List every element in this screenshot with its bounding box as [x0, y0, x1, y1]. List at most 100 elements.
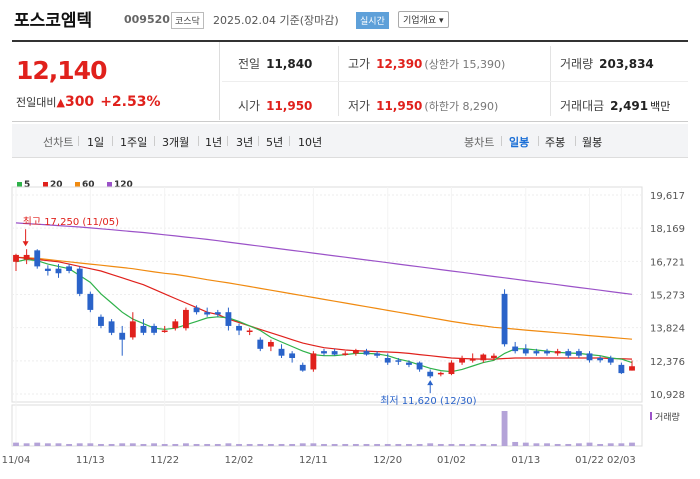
volume-bar: [299, 443, 306, 446]
candle-chart-label: 봉차트: [464, 136, 495, 149]
candle-body: [55, 268, 62, 274]
max-arrow-head: [22, 241, 29, 247]
candle-body: [501, 293, 508, 345]
volume-bar: [246, 443, 253, 446]
stat-value: 11,840: [266, 57, 313, 71]
volume-bar: [469, 443, 476, 446]
candle-body: [406, 362, 412, 365]
candle-body: [236, 325, 242, 331]
volume-bar: [607, 443, 614, 446]
volume-bar: [225, 443, 232, 446]
volume-bar: [129, 443, 136, 446]
stat-unit: 백만: [650, 100, 671, 113]
volume-bar: [491, 443, 497, 446]
divider: [501, 136, 502, 146]
ma20-line: [15, 256, 633, 360]
candle-body: [172, 321, 179, 329]
candle-body: [246, 330, 253, 333]
tab-3month[interactable]: 3개월: [162, 136, 190, 149]
y-tick-label: 19,617: [650, 191, 685, 202]
price-summary: 12,140 전일대비▲300 +2.53%: [12, 42, 220, 120]
candle-body: [363, 351, 370, 355]
tab-1day[interactable]: 1일: [87, 136, 105, 149]
candle-body: [533, 351, 540, 354]
volume-bar: [437, 443, 444, 446]
stat-value: 11,950: [266, 99, 313, 113]
divider: [227, 136, 228, 146]
x-tick-label: 12/20: [373, 455, 402, 466]
volume-bar: [214, 443, 221, 446]
legend-ma120[interactable]: 120: [107, 180, 133, 190]
candle-body: [23, 254, 30, 260]
tab-1week[interactable]: 1주일: [120, 136, 148, 149]
stat-volume: 거래량 203,834: [560, 55, 654, 72]
legend-ma60[interactable]: 60: [75, 180, 95, 190]
divider: [289, 136, 290, 146]
candle-body: [289, 353, 296, 358]
stock-header: 포스코엠텍 009520 코스닥 2025.02.04 기준(장마감) 실시간 …: [0, 0, 700, 38]
candle-body: [629, 366, 635, 371]
candle-body: [193, 307, 200, 313]
candle-body: [257, 339, 264, 349]
y-tick-label: 15,273: [650, 291, 685, 302]
volume-bar: [34, 442, 41, 446]
candle-body: [183, 309, 189, 329]
y-tick-label: 13,824: [650, 324, 685, 335]
corp-info-dropdown[interactable]: 기업개요 ▾: [398, 11, 449, 28]
volume-bar: [363, 443, 370, 446]
x-tick-label: 01/02: [437, 455, 466, 466]
candle-body: [374, 353, 381, 356]
tab-1year[interactable]: 1년: [205, 136, 223, 149]
volume-bar: [87, 443, 94, 446]
candle-body: [204, 312, 211, 315]
candle-body: [267, 341, 274, 347]
volume-bar: [342, 443, 349, 446]
divider: [575, 136, 576, 146]
legend-swatch: [17, 182, 22, 187]
candle-body: [161, 330, 168, 333]
candle-body: [618, 364, 625, 374]
legend-ma20[interactable]: 20: [43, 180, 63, 190]
line-chart-label: 선차트: [43, 136, 74, 149]
legend-ma5[interactable]: 5: [17, 180, 30, 190]
volume-bar: [98, 443, 104, 446]
volume-bar: [278, 443, 285, 446]
tab-10year[interactable]: 10년: [298, 136, 323, 149]
candle-body: [512, 346, 519, 352]
x-tick-label: 01/22: [575, 455, 604, 466]
candle-body: [87, 293, 94, 310]
ma60-line: [15, 256, 633, 340]
volume-bar: [406, 443, 412, 446]
volume-bar: [13, 442, 19, 446]
legend-label: 20: [50, 180, 63, 190]
candle-body: [522, 348, 529, 354]
volume-bar: [384, 443, 391, 446]
tab-3year[interactable]: 3년: [236, 136, 254, 149]
divider: [538, 136, 539, 146]
stat-sub: (상한가 15,390): [424, 58, 506, 71]
volume-bar: [427, 443, 434, 446]
tab-monthly[interactable]: 월봉: [582, 136, 603, 149]
candle-body: [575, 351, 582, 356]
stat-value: 12,390: [376, 57, 423, 71]
volume-bar: [533, 443, 540, 446]
volume-bar: [76, 443, 83, 446]
stat-low: 저가 11,950 (하한가 8,290): [348, 97, 498, 114]
candle-body: [554, 351, 561, 354]
volume-bar: [289, 443, 296, 446]
candle-body: [44, 268, 51, 271]
realtime-button[interactable]: 실시간: [356, 12, 389, 29]
candle-body: [331, 351, 338, 355]
stat-prev: 전일 11,840: [238, 55, 312, 72]
header-divider: [12, 40, 688, 42]
volume-bar: [183, 443, 189, 446]
stat-value: 203,834: [599, 57, 654, 71]
divider: [258, 136, 259, 146]
stat-value: 2,491: [610, 99, 649, 113]
company-name: 포스코엠텍: [14, 11, 93, 31]
tab-weekly[interactable]: 주봉: [545, 136, 566, 149]
stat-value: 11,950: [376, 99, 423, 113]
tab-daily[interactable]: 일봉: [509, 136, 530, 149]
tab-5year[interactable]: 5년: [266, 136, 284, 149]
